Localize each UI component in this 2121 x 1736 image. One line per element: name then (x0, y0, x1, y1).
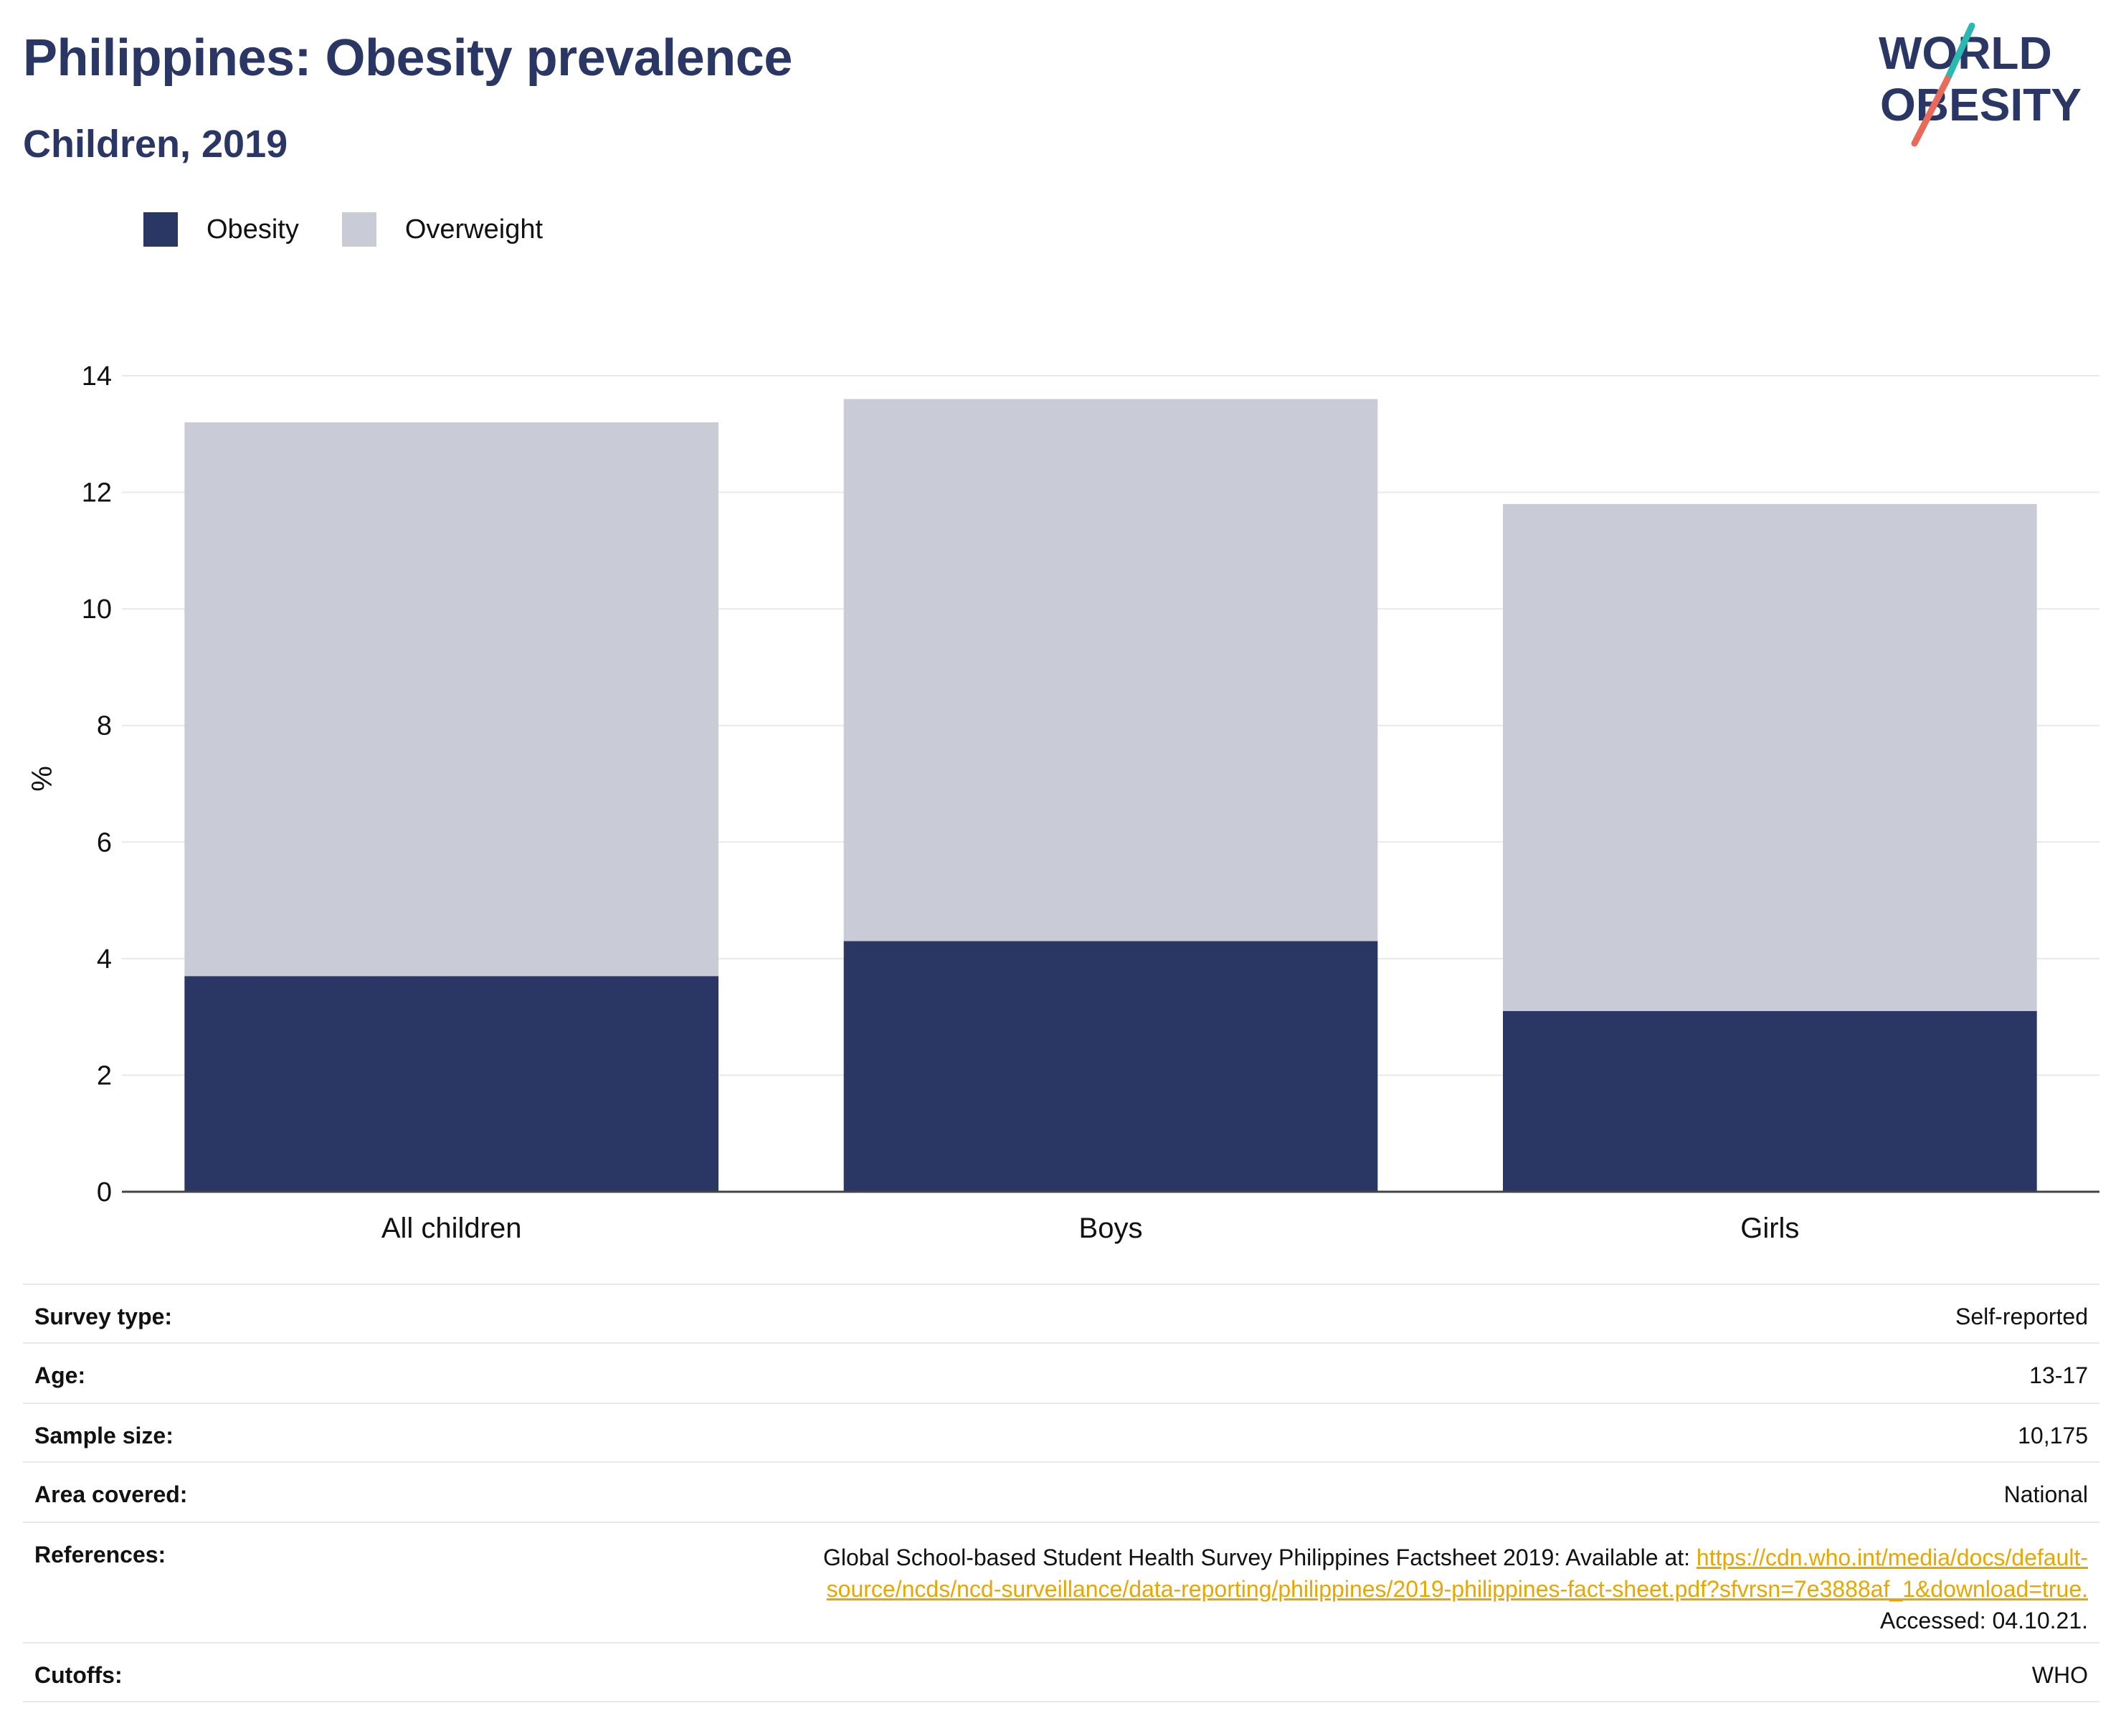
chart-legend: Obesity Overweight (143, 212, 586, 247)
x-tick-label: Girls (1740, 1213, 1799, 1244)
axis-layer: 0 2 4 6 8 10 12 14 All children Boys Girls (82, 361, 2099, 1244)
meta-row-references: References: Global School-based Student … (23, 1522, 2099, 1642)
y-tick-label: 8 (97, 711, 112, 741)
page-title: Philippines: Obesity prevalence (23, 29, 792, 87)
bar-overweight-girls[interactable] (1503, 503, 2037, 1012)
legend-label-obesity: Obesity (207, 214, 299, 245)
references-accessed: Accessed: 04.10.21. (1880, 1608, 2088, 1633)
meta-value: WHO (2031, 1662, 2088, 1688)
bar-overweight-all-children[interactable] (184, 422, 718, 977)
logo-slash-teal (1944, 22, 1975, 82)
meta-label: Cutoffs: (34, 1662, 123, 1688)
meta-row-area-covered: Area covered: National (23, 1461, 2099, 1522)
meta-label: Sample size: (34, 1423, 174, 1448)
references-link-part1[interactable]: https://cdn.who.int/media/docs/default- (1696, 1545, 2088, 1570)
meta-label: Area covered: (34, 1481, 188, 1507)
legend-label-overweight: Overweight (404, 214, 544, 245)
legend-swatch-obesity (143, 212, 178, 247)
references-text: Global School-based Student Health Surve… (823, 1542, 2088, 1636)
survey-metadata-table: Survey type: Self-reported Age: 13-17 Sa… (23, 1284, 2099, 1702)
meta-row-sample-size: Sample size: 10,175 (23, 1403, 2099, 1461)
bar-chart: 0 2 4 6 8 10 12 14 All children Boys Girls % (27, 361, 2099, 1244)
legend-item-overweight[interactable]: Overweight (341, 212, 544, 247)
meta-label: Survey type: (34, 1304, 173, 1329)
bar-overweight-boys[interactable] (843, 399, 1378, 941)
meta-value: Self-reported (1955, 1304, 2088, 1329)
bar-obesity-girls[interactable] (1503, 1011, 2037, 1192)
meta-value: 10,175 (2018, 1423, 2088, 1448)
y-tick-label: 10 (82, 594, 112, 625)
y-tick-label: 2 (97, 1061, 112, 1091)
meta-row-survey-type: Survey type: Self-reported (23, 1284, 2099, 1342)
meta-label: References: (34, 1542, 166, 1567)
y-tick-label: 4 (97, 944, 112, 974)
bar-layer (184, 399, 2037, 1192)
y-tick-label: 14 (82, 361, 112, 392)
x-tick-label: All children (381, 1213, 522, 1244)
x-tick-label: Boys (1079, 1213, 1143, 1244)
references-link-part2[interactable]: source/ncds/ncd-surveillance/data-report… (826, 1576, 2088, 1602)
logo-line2: OBESITY (1880, 79, 2082, 131)
bar-obesity-all-children[interactable] (184, 976, 718, 1192)
meta-row-cutoffs: Cutoffs: WHO (23, 1642, 2099, 1702)
page-subtitle: Children, 2019 (23, 123, 288, 166)
y-tick-label: 12 (82, 478, 112, 508)
y-tick-label: 6 (97, 827, 112, 858)
meta-label: Age: (34, 1362, 86, 1388)
legend-swatch-overweight (341, 212, 376, 247)
world-obesity-logo[interactable]: WORLD OBESITY (1864, 20, 2108, 149)
meta-row-age: Age: 13-17 (23, 1342, 2099, 1403)
legend-item-obesity[interactable]: Obesity (143, 212, 299, 247)
bar-obesity-boys[interactable] (843, 941, 1378, 1192)
meta-value: 13-17 (2029, 1362, 2088, 1388)
y-axis-label: % (27, 766, 58, 792)
references-intro: Global School-based Student Health Surve… (822, 1545, 1697, 1570)
logo-slash-red (1911, 75, 1951, 147)
meta-value: National (2003, 1481, 2088, 1507)
y-tick-label: 0 (97, 1177, 112, 1208)
